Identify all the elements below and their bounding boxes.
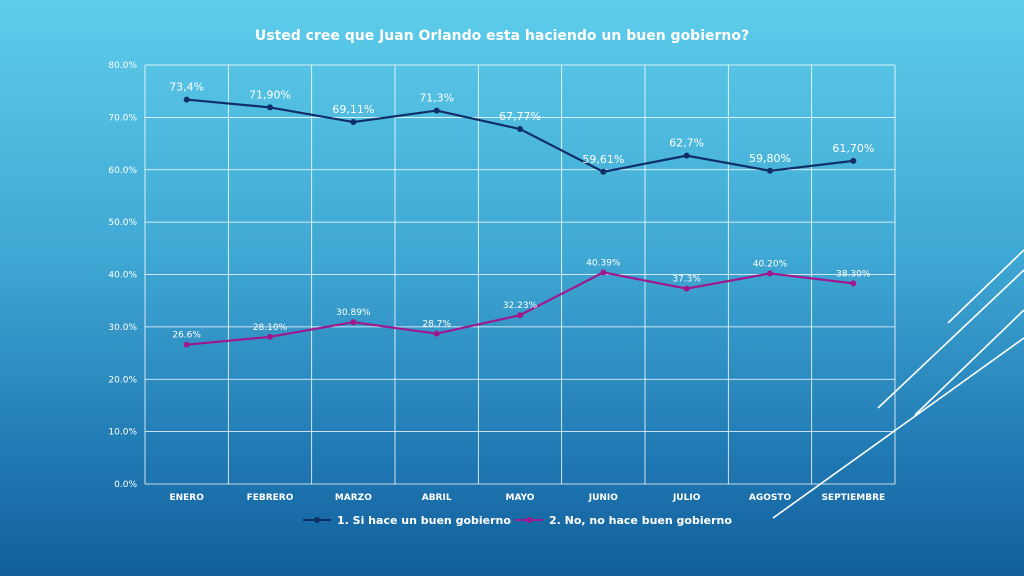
x-tick-label: SEPTIEMBRE <box>821 493 885 503</box>
data-label-series2: 40.39% <box>586 258 621 268</box>
x-tick-label: ENERO <box>169 493 204 503</box>
decorative-line <box>914 309 1024 416</box>
y-tick-label: 80.0% <box>108 61 137 71</box>
data-point-series2 <box>183 341 190 348</box>
data-point-series1 <box>433 107 440 114</box>
data-point-series2 <box>683 285 690 292</box>
data-label-series1: 67,77% <box>499 110 541 123</box>
decorative-line <box>877 269 1024 409</box>
x-tick-label: JULIO <box>672 493 701 503</box>
decorative-lines <box>772 249 1024 519</box>
y-tick-label: 0.0% <box>114 480 137 490</box>
x-tick-label: FEBRERO <box>247 493 294 503</box>
plot-area: 0.0% 10.0% 20.0% 30.0% 40.0% 50.0% 60.0% 70.0% 8… <box>108 61 896 503</box>
x-tick-label: AGOSTO <box>749 493 792 503</box>
data-label-series2: 38.30% <box>836 269 871 279</box>
data-label-series2: 37.3% <box>672 275 701 285</box>
data-label-series1: 69,11% <box>332 103 374 116</box>
decorative-line <box>947 249 1024 324</box>
data-label-series1: 62,7% <box>669 137 704 150</box>
y-tick-label: 40.0% <box>108 271 137 281</box>
data-point-series1 <box>767 167 773 174</box>
y-tick-label: 60.0% <box>108 166 137 176</box>
x-tick-label: MAYO <box>506 493 535 503</box>
data-label-series2: 28.7% <box>422 320 451 330</box>
x-tick-label: ABRIL <box>422 493 452 503</box>
data-point-series2 <box>267 333 273 340</box>
y-tick-label: 20.0% <box>108 375 137 385</box>
decorative-line <box>772 337 1024 519</box>
data-label-series2: 30.89% <box>336 308 371 318</box>
x-tick-label: JUNIO <box>588 493 619 503</box>
data-label-series1: 59,80% <box>749 152 791 165</box>
legend: 1. Si hace un buen gobierno 2. No, no ha… <box>303 514 732 527</box>
y-tick-label: 50.0% <box>108 218 137 228</box>
y-tick-label: 70.0% <box>108 113 137 123</box>
y-tick-label: 10.0% <box>108 428 137 438</box>
data-label-series2: 32.23% <box>503 301 538 311</box>
data-label-series1: 71,3% <box>419 92 454 105</box>
data-label-series2: 40.20% <box>753 259 788 269</box>
data-label-series1: 61,70% <box>832 142 874 155</box>
data-point-series2 <box>600 269 607 276</box>
x-tick-label: MARZO <box>335 493 372 503</box>
data-point-series2 <box>350 319 357 326</box>
data-point-series1 <box>183 96 190 103</box>
legend-marker-series2 <box>526 517 532 523</box>
data-point-series2 <box>433 330 440 337</box>
data-label-series1: 71,90% <box>249 88 291 101</box>
chart-title: Usted cree que Juan Orlando esta haciend… <box>255 28 749 44</box>
data-label-series2: 28.10% <box>253 323 288 333</box>
legend-label-series1: 1. Si hace un buen gobierno <box>337 514 511 527</box>
data-point-series1 <box>267 104 273 111</box>
data-point-series1 <box>517 126 523 133</box>
data-point-series1 <box>683 152 690 159</box>
data-label-series2: 26.6% <box>172 331 201 341</box>
data-point-series1 <box>350 119 357 126</box>
data-label-series1: 73,4% <box>169 81 204 94</box>
y-tick-label: 30.0% <box>108 323 137 333</box>
data-point-series1 <box>600 168 607 175</box>
data-point-series2 <box>850 280 857 287</box>
data-point-series2 <box>517 312 523 319</box>
data-point-series1 <box>850 157 857 164</box>
data-label-series1: 59,61% <box>582 153 624 166</box>
legend-marker-series1 <box>314 517 320 523</box>
legend-label-series2: 2. No, no hace buen gobierno <box>549 514 732 527</box>
data-point-series2 <box>767 270 773 277</box>
